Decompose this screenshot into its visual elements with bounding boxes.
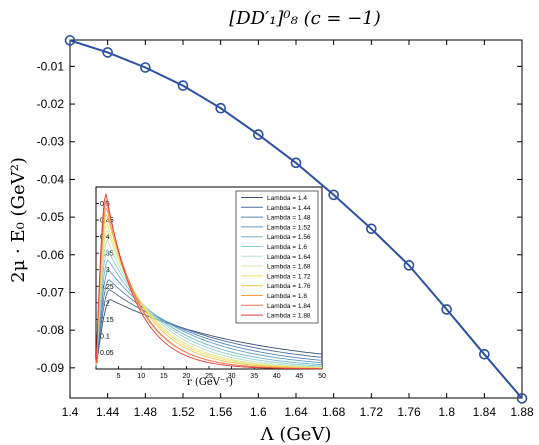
main-x-tick-label: 1.76 (397, 405, 421, 419)
inset-series-layer (95, 193, 323, 370)
inset-legend-label: Lambda = 1.48 (267, 215, 311, 222)
inset-legend-label: Lambda = 1.84 (267, 303, 311, 310)
inset-y-tick-label: 0.05 (100, 350, 114, 357)
inset-legend-label: Lambda = 1.8 (267, 293, 307, 300)
inset-x-tick-label: 20 (183, 373, 191, 380)
inset-legend: Lambda = 1.4 Lambda = 1.44 Lambda = 1.48 La… (235, 190, 319, 324)
inset-x-tick-label: 45 (296, 373, 304, 380)
main-y-tick-label: -0.03 (37, 135, 65, 149)
main-y-tick-label: -0.05 (37, 210, 65, 224)
inset-series-curve (95, 279, 323, 367)
inset-x-tick-label: 15 (160, 373, 168, 380)
inset-x-tick-label: 50 (318, 373, 326, 380)
main-series-point (290, 157, 302, 169)
inset-legend-label: Lambda = 1.64 (267, 254, 311, 261)
main-series-point (177, 80, 189, 91)
inset-series-curve (95, 198, 322, 370)
inset-legend-box (235, 190, 319, 324)
main-x-tick-label: 1.8 (438, 405, 455, 419)
main-series-point (328, 189, 339, 201)
inset-x-tick-label: 35 (250, 373, 258, 380)
inset-legend-label: Lambda = 1.68 (267, 264, 311, 271)
main-series-point (441, 304, 452, 315)
inset-x-tick-label: 40 (273, 373, 281, 380)
inset-series-curve (95, 214, 322, 369)
inset-y-tick-label: 0.1 (100, 333, 110, 340)
main-y-tick-label: -0.09 (37, 361, 65, 375)
main-series-point (64, 35, 76, 46)
main-series-point (140, 62, 151, 73)
inset-legend-label: Lambda = 1.88 (267, 313, 311, 320)
main-series-layer (64, 35, 528, 404)
main-x-tick-label: 1.84 (473, 405, 497, 419)
main-y-tick-label: -0.02 (37, 97, 65, 111)
main-x-axis-label: Λ (GeV) (260, 424, 332, 445)
main-y-tick-label: -0.08 (37, 323, 65, 337)
main-x-tick-label: 1.68 (322, 405, 346, 419)
inset-series-curve (95, 289, 323, 367)
inset-x-tick-label: 10 (137, 373, 145, 380)
main-x-tick-label: 1.6 (250, 405, 267, 419)
main-x-tick-label: 1.72 (360, 405, 384, 419)
main-x-tick-label: 1.88 (510, 405, 534, 419)
main-y-tick-label: -0.07 (37, 285, 65, 299)
inset-x-tick-label: 25 (205, 373, 213, 380)
inset-legend-label: Lambda = 1.44 (267, 205, 311, 212)
main-series-point (403, 260, 415, 271)
inset-y-tick-label: 0.25 (100, 284, 114, 291)
main-x-tick-label: 1.4 (62, 405, 79, 419)
main-series-point (516, 393, 528, 404)
inset-x-axis-label: r (GeV⁻¹) (187, 377, 233, 388)
main-series-point (479, 348, 490, 360)
inset-legend-label: Lambda = 1.6 (267, 244, 307, 251)
main-y-axis-label: 2μ · E₀ (GeV²) (8, 157, 29, 283)
chart-title: [DD′₁]⁰₈ (c = −1) (229, 8, 381, 29)
main-x-tick-label: 1.52 (171, 405, 195, 419)
inset-series-curve (95, 193, 322, 370)
main-series-point (215, 102, 226, 114)
main-x-tick-label: 1.56 (209, 405, 233, 419)
main-y-tick-label: -0.06 (37, 248, 65, 262)
inset-x-tick-label: 30 (228, 373, 236, 380)
inset-legend-label: Lambda = 1.72 (267, 273, 311, 280)
inset-legend-label: Lambda = 1.56 (267, 234, 311, 241)
main-x-tick-label: 1.64 (284, 405, 308, 419)
main-series-point (253, 129, 264, 140)
inset-legend-label: Lambda = 1.76 (267, 283, 311, 290)
inset-legend-label: Lambda = 1.4 (267, 195, 307, 202)
main-axis-ticks: 1.4 1.44 1.48 1.52 1.56 1.6 1.64 1.68 1.72 1.76 1.… (37, 40, 534, 419)
inset-legend-label: Lambda = 1.52 (267, 224, 311, 231)
inset-y-tick-label: 0.2 (100, 300, 110, 307)
main-x-tick-label: 1.48 (134, 405, 158, 419)
main-x-tick-label: 1.44 (96, 405, 120, 419)
inset-y-tick-label: 0.45 (100, 218, 114, 225)
main-y-tick-label: -0.04 (37, 172, 65, 186)
main-series-point (102, 47, 113, 58)
inset-y-tick-label: 0.15 (100, 317, 114, 324)
main-series-line (69, 39, 523, 400)
main-y-tick-label: -0.01 (37, 59, 65, 73)
inset-y-tick-label: 0.35 (100, 251, 114, 258)
inset-x-tick-label: 5 (117, 373, 121, 380)
main-series-point (366, 223, 377, 235)
inset-series-curve (95, 299, 323, 368)
